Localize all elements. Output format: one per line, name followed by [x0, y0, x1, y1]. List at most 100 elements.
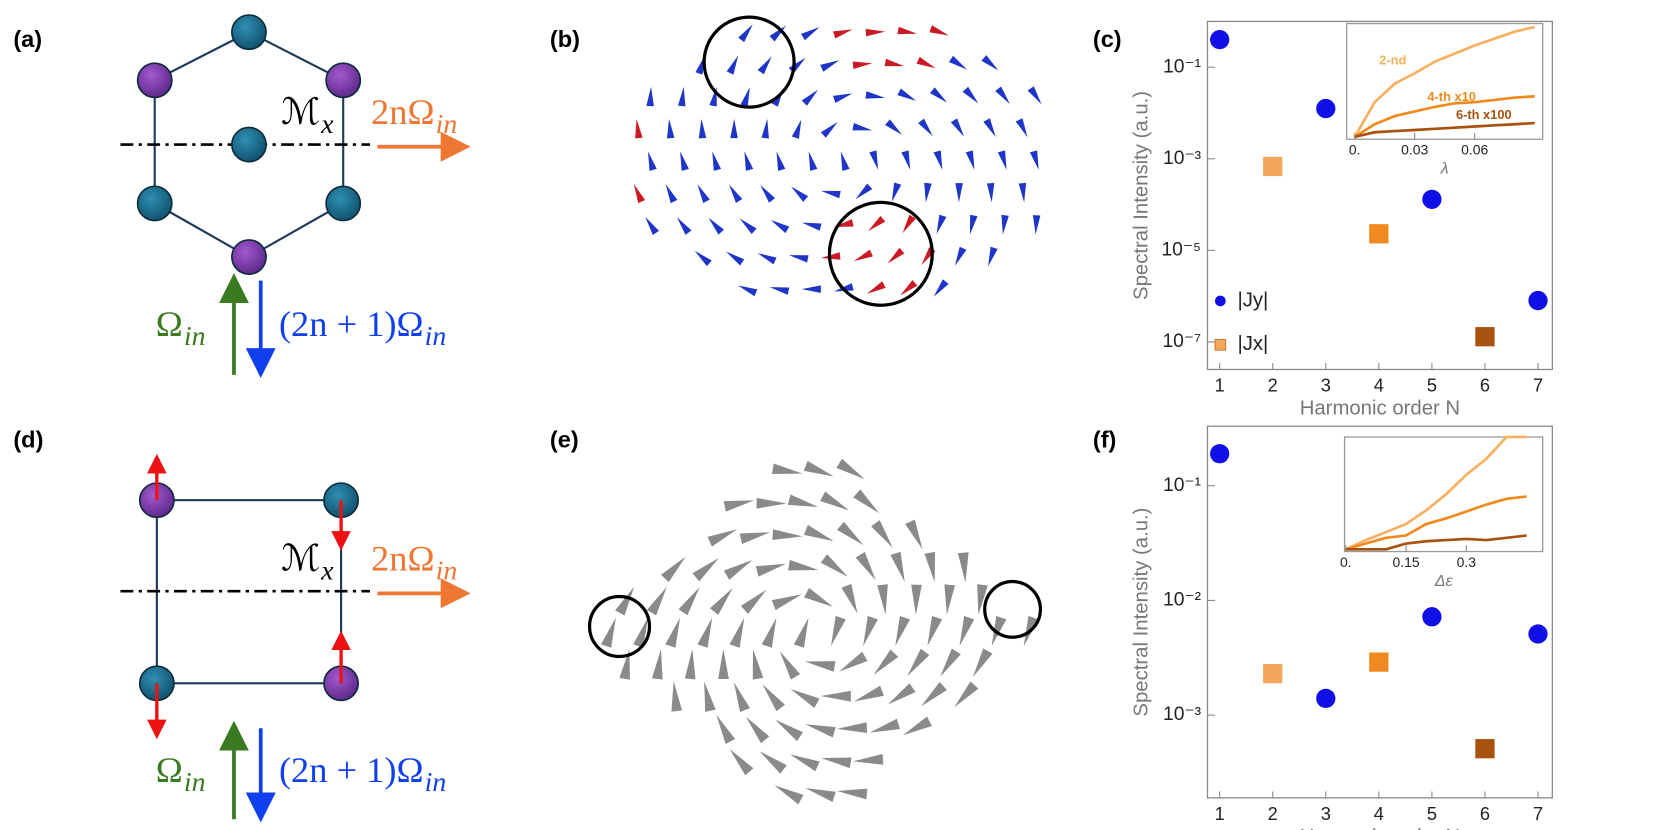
y-tick-label: 10⁻³: [1163, 148, 1202, 169]
spin-cone: [723, 559, 753, 580]
spin-cone: [865, 91, 886, 99]
highlight-circle: [827, 200, 934, 307]
spin-cone: [804, 661, 836, 672]
data-point: [1369, 652, 1389, 672]
x-tick-label: 6: [1480, 804, 1490, 824]
spin-cone: [821, 190, 841, 199]
spin-cone: [897, 88, 917, 101]
y-tick-label: 10⁻¹: [1163, 56, 1201, 77]
spin-cone: [733, 682, 750, 713]
x-tick-label: 2: [1268, 804, 1278, 824]
spin-cone: [1027, 86, 1042, 105]
spin-cone: [853, 754, 884, 765]
spin-cone: [887, 247, 905, 264]
spin-cone: [839, 651, 868, 672]
spin-cone: [709, 587, 733, 615]
x-tick-label: 2: [1268, 375, 1278, 395]
spin-cone: [729, 749, 754, 776]
spin-cone: [776, 151, 786, 171]
spin-cone: [820, 554, 848, 577]
spin-cone: [791, 186, 809, 202]
spin-cone: [901, 150, 911, 170]
atom: [136, 62, 173, 99]
spin-cone: [738, 24, 753, 43]
spin-cone: [707, 529, 738, 547]
data-line: [1345, 534, 1527, 551]
spin-cone: [738, 285, 758, 297]
math-label: 2nΩ: [371, 539, 434, 579]
spin-cone: [762, 684, 785, 712]
spin-cone: [852, 61, 873, 70]
spin-cone: [752, 649, 764, 680]
spin-cone: [995, 86, 1010, 105]
data-point: [1263, 156, 1283, 177]
spin-cone: [1015, 118, 1028, 138]
legend-label: |Jy|: [1237, 289, 1268, 311]
spin-cone: [918, 118, 933, 137]
atom: [325, 62, 362, 99]
spin-cone: [805, 724, 836, 738]
spin-cone: [793, 617, 809, 648]
panel-label: (a): [13, 26, 42, 52]
spin-cone: [801, 285, 821, 293]
legend-swatch: [1214, 339, 1227, 351]
spin-cone: [877, 584, 888, 615]
spin-cone: [902, 214, 916, 234]
x-tick-label: 1: [1215, 804, 1225, 824]
spin-cone: [660, 556, 686, 583]
spin-cone: [712, 151, 722, 171]
panel-label: (d): [13, 426, 43, 452]
spin-cone: [779, 651, 801, 680]
math-label: (2n + 1)Ω: [279, 304, 424, 344]
spin-cone: [718, 649, 729, 680]
spin-cone: [801, 27, 820, 41]
spin-cone: [740, 87, 750, 107]
spin-cone: [1001, 214, 1009, 235]
spin-cone: [855, 183, 873, 200]
spin-cone: [820, 122, 838, 138]
spin-cone: [739, 218, 757, 235]
panel-label: (c): [1093, 26, 1122, 52]
spin-cone: [704, 681, 716, 712]
atom: [325, 185, 362, 222]
spin-cone: [944, 584, 956, 615]
spin-cone: [744, 151, 754, 171]
spin-cone: [840, 151, 850, 171]
spin-cone: [729, 617, 745, 648]
spin-cone: [770, 219, 790, 234]
spin-cone: [1018, 182, 1027, 203]
spin-cone: [820, 690, 851, 702]
spin-cone: [787, 494, 819, 508]
spin-cone: [871, 520, 893, 548]
spin-cone: [820, 60, 840, 72]
spin-cone: [651, 649, 663, 680]
x-tick-label: 1: [1215, 375, 1225, 395]
atom: [231, 14, 267, 51]
spin-cone: [808, 151, 818, 171]
spin-cone: [716, 714, 736, 745]
spin-cone: [929, 87, 948, 103]
x-tick-label: 7: [1533, 375, 1543, 395]
y-tick-label: 10⁻⁵: [1161, 239, 1201, 260]
x-tick-label: 5: [1427, 804, 1437, 824]
data-point: [1316, 688, 1336, 709]
spin-cone: [759, 751, 787, 774]
spin-cone: [820, 491, 850, 511]
spin-cone: [801, 222, 822, 231]
spin-cone: [771, 594, 802, 611]
legend-label: |Jx|: [1237, 333, 1268, 355]
x-axis-label: Harmonic order N: [1300, 826, 1460, 830]
spin-cone: [739, 532, 771, 544]
x-axis-label: Harmonic order N: [1300, 397, 1460, 419]
spin-cone: [836, 458, 865, 480]
spin-cone: [723, 500, 755, 512]
spin-cone: [954, 246, 967, 266]
spin-cone: [774, 785, 804, 805]
math-label: (2n + 1)Ω: [279, 750, 424, 790]
spin-cone: [969, 214, 978, 235]
spin-cone: [694, 250, 712, 267]
spin-cone: [885, 119, 903, 135]
spin-cone: [1029, 150, 1039, 170]
spin-cone: [884, 58, 905, 67]
spin-cone: [665, 184, 678, 204]
